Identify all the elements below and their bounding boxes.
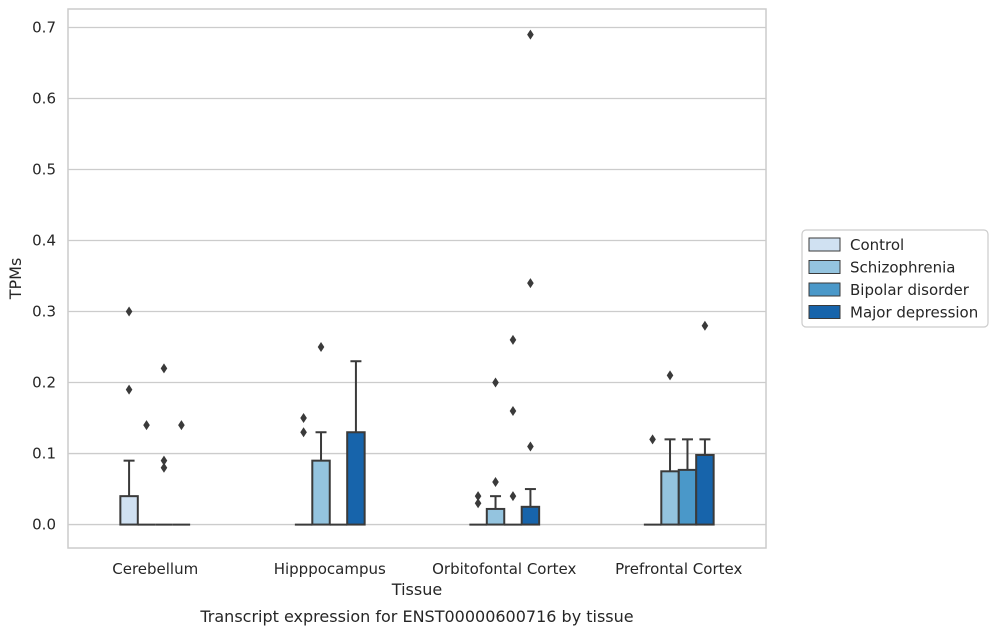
y-tick-label: 0.5 <box>32 160 56 178</box>
outlier-point <box>474 491 482 502</box>
outlier-point <box>160 363 168 374</box>
outlier-point <box>300 427 307 438</box>
legend: Control Schizophrenia Bipolar disorder Majo… <box>801 229 989 328</box>
y-tick-label: 0.2 <box>32 374 56 392</box>
bar <box>695 453 715 526</box>
bar <box>660 470 680 526</box>
legend-label: Schizophrenia <box>850 259 955 277</box>
error-bars-layer <box>123 360 711 509</box>
bar <box>485 507 506 526</box>
y-tick-label: 0.7 <box>32 18 56 36</box>
outlier-point <box>160 455 168 466</box>
y-tick-label: 0.0 <box>32 516 56 534</box>
outlier-point <box>300 413 307 424</box>
outlier-point <box>178 420 185 431</box>
outlier-point <box>527 441 534 452</box>
outlier-point <box>527 278 534 289</box>
outlier-point <box>474 498 482 509</box>
y-tick-label: 0.4 <box>32 232 56 250</box>
bar <box>677 468 698 526</box>
bars-layer <box>119 431 715 526</box>
outlier-point <box>160 462 168 473</box>
plot-frame <box>67 8 767 549</box>
outlier-point <box>666 370 674 381</box>
outliers-layer <box>125 29 709 509</box>
outlier-point <box>143 420 150 431</box>
legend-label: Control <box>850 236 904 254</box>
legend-swatch <box>808 260 841 274</box>
x-tick-label: Hipppocampus <box>274 560 386 578</box>
outlier-point <box>649 434 656 445</box>
outlier-point <box>701 320 709 331</box>
outlier-point <box>509 405 517 416</box>
y-axis-title: TPMs <box>6 258 25 301</box>
x-tick-labels: Cerebellum Hipppocampus Orbitofontal Corte… <box>112 560 742 578</box>
outlier-point <box>527 29 534 40</box>
y-tick-labels: 0.0 0.1 0.2 0.3 0.4 0.5 0.6 0.7 <box>32 18 56 533</box>
outlier-point <box>125 306 133 317</box>
y-tick-label: 0.1 <box>32 445 56 463</box>
legend-label: Bipolar disorder <box>850 281 970 299</box>
legend-swatch <box>808 305 841 319</box>
x-tick-label: Prefrontal Cortex <box>615 560 742 578</box>
outlier-point <box>509 334 517 345</box>
legend-swatch <box>808 237 841 252</box>
legend-swatch <box>808 282 841 297</box>
bar <box>346 431 366 526</box>
bar <box>311 459 331 526</box>
outlier-point <box>492 476 499 487</box>
legend-box <box>801 229 989 328</box>
x-tick-label: Cerebellum <box>112 560 198 578</box>
chart-caption: Transcript expression for ENST0000060071… <box>199 607 633 626</box>
y-tick-label: 0.6 <box>32 89 56 107</box>
x-axis-title: Tissue <box>391 580 442 599</box>
outlier-point <box>492 377 499 388</box>
outlier-point <box>125 384 133 395</box>
outlier-point <box>317 342 325 353</box>
bar <box>520 505 541 526</box>
outlier-point <box>509 491 517 502</box>
legend-label: Major depression <box>850 304 978 322</box>
bar <box>119 495 139 526</box>
x-tick-label: Orbitofontal Cortex <box>432 560 576 578</box>
y-tick-label: 0.3 <box>32 303 56 321</box>
gridlines <box>68 26 766 526</box>
